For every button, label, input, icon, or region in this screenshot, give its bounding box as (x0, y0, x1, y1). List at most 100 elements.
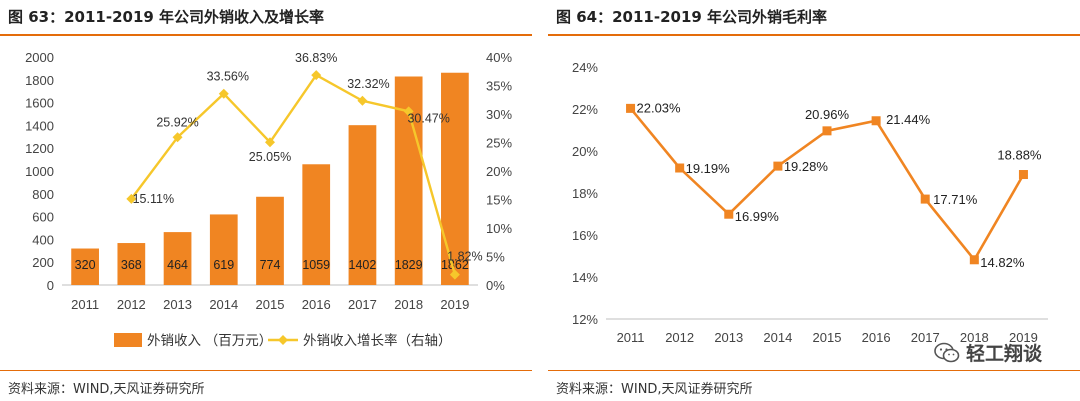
margin-chart-panel: 图 64：2011-2019 年公司外销毛利率 12% 14% 16% 18% 20% 2… (548, 0, 1080, 401)
bar-value-label: 619 (213, 258, 234, 272)
margin-value-label: 18.88% (997, 148, 1042, 163)
margin-marker (1018, 170, 1028, 180)
y-tick-label: 2000 (25, 50, 54, 65)
x-tick-label: 2011 (617, 330, 645, 345)
growth-value-label: 30.47% (407, 111, 449, 125)
x-tick-label: 2016 (862, 330, 891, 345)
growth-value-label: 1.82% (447, 250, 482, 264)
bar (71, 248, 99, 285)
y-tick-label: 1400 (25, 118, 54, 133)
x-tick-label: 2019 (1009, 330, 1038, 345)
revenue-chart: 0 200 400 600 800 1000 1200 1400 1600 1800 2000 0% 5… (25, 50, 512, 348)
y-tick-label: 18% (572, 186, 598, 201)
source-divider (0, 370, 532, 371)
margin-value-label: 16.99% (735, 209, 780, 224)
y2-tick-label: 25% (486, 136, 512, 151)
x-tick-label: 2016 (302, 297, 331, 312)
y2-tick-label: 30% (486, 107, 512, 122)
bar (209, 214, 238, 285)
x-tick-label: 2013 (714, 330, 743, 345)
y-tick-label: 20% (572, 144, 598, 159)
y-tick-label: 16% (572, 228, 598, 243)
y2-tick-label: 0% (486, 278, 505, 293)
growth-marker (311, 70, 322, 81)
growth-marker (449, 269, 460, 280)
x-tick-label: 2012 (117, 297, 146, 312)
bar-value-label: 1829 (395, 258, 423, 272)
bar-value-label: 320 (75, 258, 96, 272)
bar (163, 232, 192, 285)
margin-chart: 12% 14% 16% 18% 20% 22% 24% 2011 2012 2013 2014 201… (572, 60, 1048, 345)
margin-value-label: 20.96% (805, 107, 850, 122)
bar (441, 72, 469, 286)
y-tick-label: 1000 (25, 164, 54, 179)
margin-value-label: 21.44% (886, 112, 931, 127)
bar (256, 196, 284, 285)
margin-marker (773, 161, 783, 171)
y2-tick-label: 35% (486, 79, 512, 94)
growth-value-label: 25.05% (249, 150, 291, 164)
y2-tick-label: 5% (486, 250, 505, 265)
margin-marker (675, 163, 685, 173)
source-note: 资料来源：WIND,天风证券研究所 (8, 382, 205, 397)
revenue-chart-panel: 图 63：2011-2019 年公司外销收入及增长率 0 200 400 600 800… (0, 0, 532, 401)
margin-marker (969, 255, 979, 265)
bar (117, 243, 146, 285)
bar-value-label: 368 (121, 258, 142, 272)
margin-marker (724, 209, 734, 219)
y-tick-label: 1600 (25, 96, 54, 111)
growth-marker (357, 95, 368, 106)
growth-marker (218, 88, 229, 99)
margin-value-label: 19.19% (686, 161, 731, 176)
bar-value-label: 1402 (349, 258, 377, 272)
x-tick-label: 2015 (813, 330, 842, 345)
y-tick-label: 12% (572, 312, 598, 327)
x-tick-label: 2015 (256, 297, 285, 312)
growth-value-label: 36.83% (295, 51, 337, 65)
y2-tick-label: 15% (486, 193, 512, 208)
growth-marker (265, 137, 275, 148)
y-tick-label: 22% (572, 102, 598, 117)
margin-marker (626, 103, 636, 113)
title-divider (0, 34, 532, 36)
watermark: 轻工翔谈 (934, 339, 1042, 366)
margin-value-label: 22.03% (637, 100, 682, 115)
margin-value-label: 17.71% (933, 192, 978, 207)
margin-marker (822, 126, 832, 136)
y2-tick-label: 20% (486, 164, 512, 179)
growth-value-label: 33.56% (207, 70, 249, 84)
x-tick-label: 2014 (209, 297, 238, 312)
y-tick-label: 800 (32, 187, 54, 202)
legend-line-label: 外销收入增长率（右轴） (303, 332, 452, 348)
margin-value-label: 14.82% (980, 255, 1025, 270)
x-tick-label: 2018 (394, 297, 423, 312)
y-tick-label: 600 (32, 210, 54, 225)
legend-bar-swatch (114, 333, 142, 347)
x-tick-label: 2014 (763, 330, 792, 345)
growth-marker (126, 193, 137, 204)
margin-value-label: 19.28% (784, 159, 829, 174)
bar-value-label: 464 (167, 258, 188, 272)
y-tick-label: 24% (572, 60, 598, 75)
x-tick-label: 2017 (348, 297, 377, 312)
x-tick-label: 2012 (665, 330, 694, 345)
legend-line-marker (278, 335, 288, 345)
y-tick-label: 200 (32, 255, 54, 270)
y-tick-label: 14% (572, 270, 598, 285)
growth-marker (172, 132, 183, 143)
legend-bar-label: 外销收入 （百万元） (147, 333, 272, 348)
wechat-icon (934, 342, 960, 362)
bar-value-label: 1862 (441, 258, 469, 272)
chart-title: 图 64：2011-2019 年公司外销毛利率 (556, 8, 828, 26)
watermark-text: 轻工翔谈 (965, 343, 1042, 365)
y2-tick-label: 40% (486, 50, 512, 65)
growth-value-label: 25.92% (156, 115, 198, 129)
margin-marker (920, 194, 930, 204)
bar-value-label: 1059 (302, 258, 330, 272)
title-divider (548, 34, 1080, 36)
growth-value-label: 15.11% (133, 192, 174, 206)
x-tick-label: 2011 (71, 297, 99, 312)
y2-tick-label: 10% (486, 221, 512, 236)
y-tick-label: 400 (32, 232, 54, 247)
source-divider (548, 370, 1080, 371)
